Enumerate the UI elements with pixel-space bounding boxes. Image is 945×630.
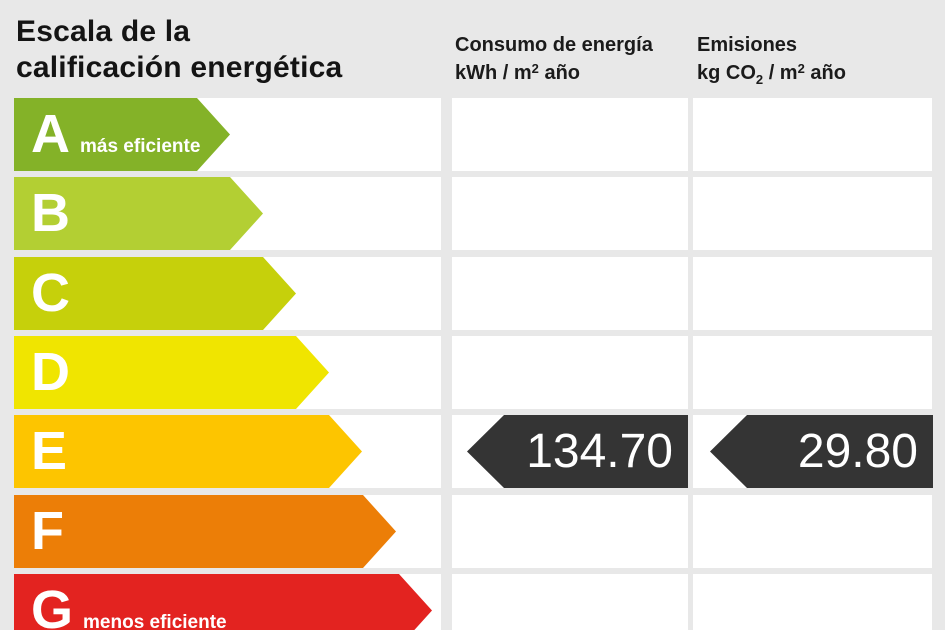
row-cell-consumo bbox=[452, 257, 688, 330]
row-cell-consumo bbox=[452, 574, 688, 630]
rating-letter-C: C bbox=[31, 263, 70, 323]
row-cell-emisiones bbox=[693, 336, 932, 409]
bar-label-E: E bbox=[14, 415, 362, 501]
bar-label-D: D bbox=[14, 336, 329, 422]
rating-letter-E: E bbox=[31, 421, 68, 481]
page-title: Escala de la calificación energética bbox=[16, 14, 342, 86]
row-cell-emisiones bbox=[693, 177, 932, 250]
unit-text: año bbox=[804, 62, 846, 84]
row-cell-consumo bbox=[452, 177, 688, 250]
energy-bar-C: C bbox=[14, 257, 296, 330]
rating-letter-F: F bbox=[31, 501, 64, 561]
row-cell-emisiones bbox=[693, 574, 932, 630]
unit-text: / m bbox=[763, 62, 798, 84]
column-header-emisiones: Emisiones kg CO2 / m2 año bbox=[697, 31, 846, 87]
unit-text: año bbox=[538, 62, 581, 84]
row-cell-consumo bbox=[452, 98, 688, 171]
unit-text: kg CO bbox=[697, 62, 756, 84]
scale-row-D: D bbox=[0, 336, 945, 409]
rating-letter-D: D bbox=[31, 342, 70, 402]
rating-note-A: más eficiente bbox=[80, 136, 201, 157]
energy-bar-D: D bbox=[14, 336, 329, 409]
scale-row-F: F bbox=[0, 495, 945, 568]
rating-note-G: menos eficiente bbox=[83, 612, 227, 630]
unit-text: kWh / m bbox=[455, 62, 532, 84]
energy-bar-F: F bbox=[14, 495, 396, 568]
row-cell-emisiones bbox=[693, 98, 932, 171]
scale-row-C: C bbox=[0, 257, 945, 330]
scale-row-B: B bbox=[0, 177, 945, 250]
consumo-header-units: kWh / m2 año bbox=[455, 59, 653, 87]
page-title-line1: Escala de la bbox=[16, 15, 191, 48]
emisiones-value: 29.80 bbox=[797, 425, 918, 478]
unit-superscript: 2 bbox=[531, 61, 539, 76]
row-cell-emisiones bbox=[693, 495, 932, 568]
emisiones-header-label: Emisiones bbox=[697, 34, 798, 56]
page-title-line2: calificación energética bbox=[16, 51, 343, 84]
row-cell-consumo bbox=[452, 336, 688, 409]
emisiones-header-units: kg CO2 / m2 año bbox=[697, 59, 846, 87]
bar-label-F: F bbox=[14, 495, 396, 581]
unit-superscript: 2 bbox=[797, 61, 805, 76]
energy-bar-E: E bbox=[14, 415, 362, 488]
column-header-consumo: Consumo de energía kWh / m2 año bbox=[455, 31, 653, 87]
rating-letter-G: G bbox=[31, 580, 74, 630]
row-cell-emisiones bbox=[693, 257, 932, 330]
row-cell-consumo bbox=[452, 495, 688, 568]
consumo-header-label: Consumo de energía bbox=[455, 34, 653, 56]
consumo-value-arrow: 134.70 bbox=[467, 415, 688, 488]
bar-label-C: C bbox=[14, 257, 296, 343]
bar-label-B: B bbox=[14, 177, 263, 263]
consumo-value: 134.70 bbox=[526, 425, 673, 478]
unit-suberscript: 2 bbox=[755, 72, 764, 87]
rating-letter-A: A bbox=[31, 104, 70, 164]
emisiones-value-arrow: 29.80 bbox=[710, 415, 933, 488]
energy-bar-B: B bbox=[14, 177, 263, 250]
rating-letter-B: B bbox=[31, 183, 70, 243]
